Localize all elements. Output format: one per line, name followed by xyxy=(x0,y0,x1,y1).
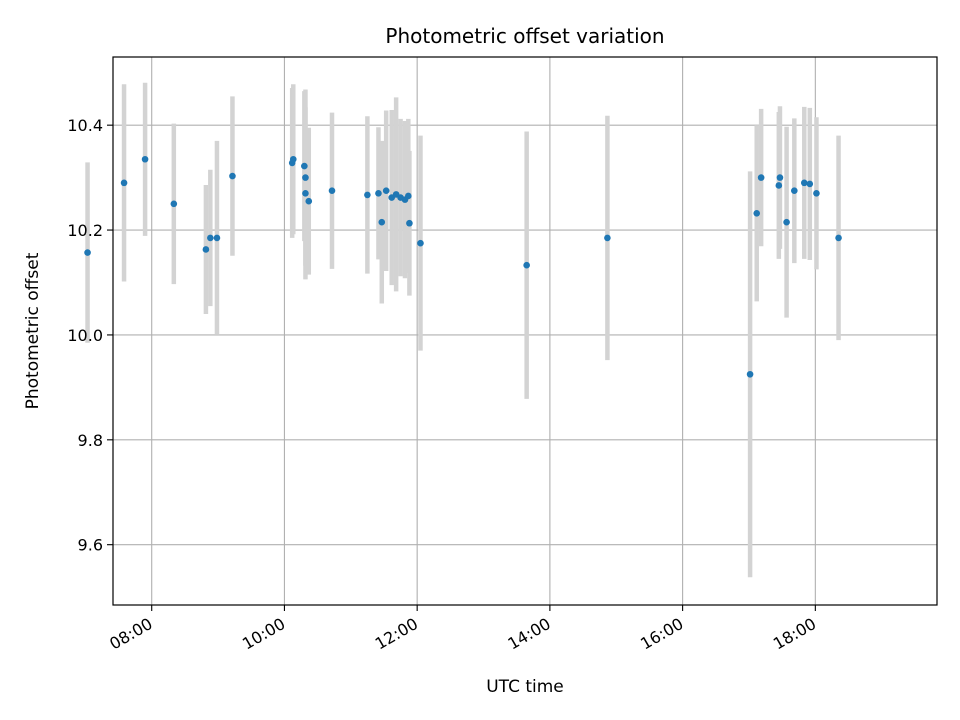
data-point xyxy=(301,162,308,170)
data-point xyxy=(406,219,413,227)
data-point xyxy=(523,261,530,269)
data-points xyxy=(84,155,842,378)
plot-area-frame xyxy=(112,56,938,606)
data-point xyxy=(364,191,371,199)
data-point xyxy=(328,187,336,195)
data-point xyxy=(746,370,754,378)
data-point xyxy=(84,249,91,256)
data-point xyxy=(405,192,412,200)
data-point xyxy=(757,174,765,181)
data-point xyxy=(604,234,611,242)
chart-title: Photometric offset variation xyxy=(385,24,664,48)
x-axis-label: UTC time xyxy=(486,677,564,697)
data-point xyxy=(302,174,309,181)
data-point xyxy=(207,234,214,242)
data-point xyxy=(783,218,790,226)
data-point xyxy=(775,182,783,189)
data-point xyxy=(141,155,149,163)
data-point xyxy=(213,234,221,242)
data-point xyxy=(305,197,313,205)
y-tick-label: 9.8 xyxy=(78,431,103,450)
data-point xyxy=(378,218,386,226)
data-point xyxy=(375,190,382,197)
data-point xyxy=(806,180,814,188)
y-tick-label: 10.0 xyxy=(67,326,103,345)
data-point xyxy=(120,179,128,187)
data-point xyxy=(202,246,210,253)
data-point xyxy=(776,174,784,181)
y-axis-label: Photometric offset xyxy=(23,252,43,409)
data-point xyxy=(289,155,297,163)
y-tick-label: 9.6 xyxy=(78,536,103,555)
data-point xyxy=(382,187,390,195)
data-point xyxy=(791,187,798,195)
data-point xyxy=(800,179,808,187)
data-point xyxy=(753,209,761,217)
y-tick-label: 10.4 xyxy=(67,116,103,135)
y-tick-label: 10.2 xyxy=(67,221,103,240)
data-point xyxy=(835,234,842,242)
data-point xyxy=(302,190,309,197)
data-point xyxy=(813,190,820,197)
data-point xyxy=(417,239,424,247)
data-point xyxy=(170,200,178,208)
y-axis-ticks: 9.6 9.8 10.0 10.2 10.4 xyxy=(67,116,113,555)
data-point xyxy=(229,172,236,180)
